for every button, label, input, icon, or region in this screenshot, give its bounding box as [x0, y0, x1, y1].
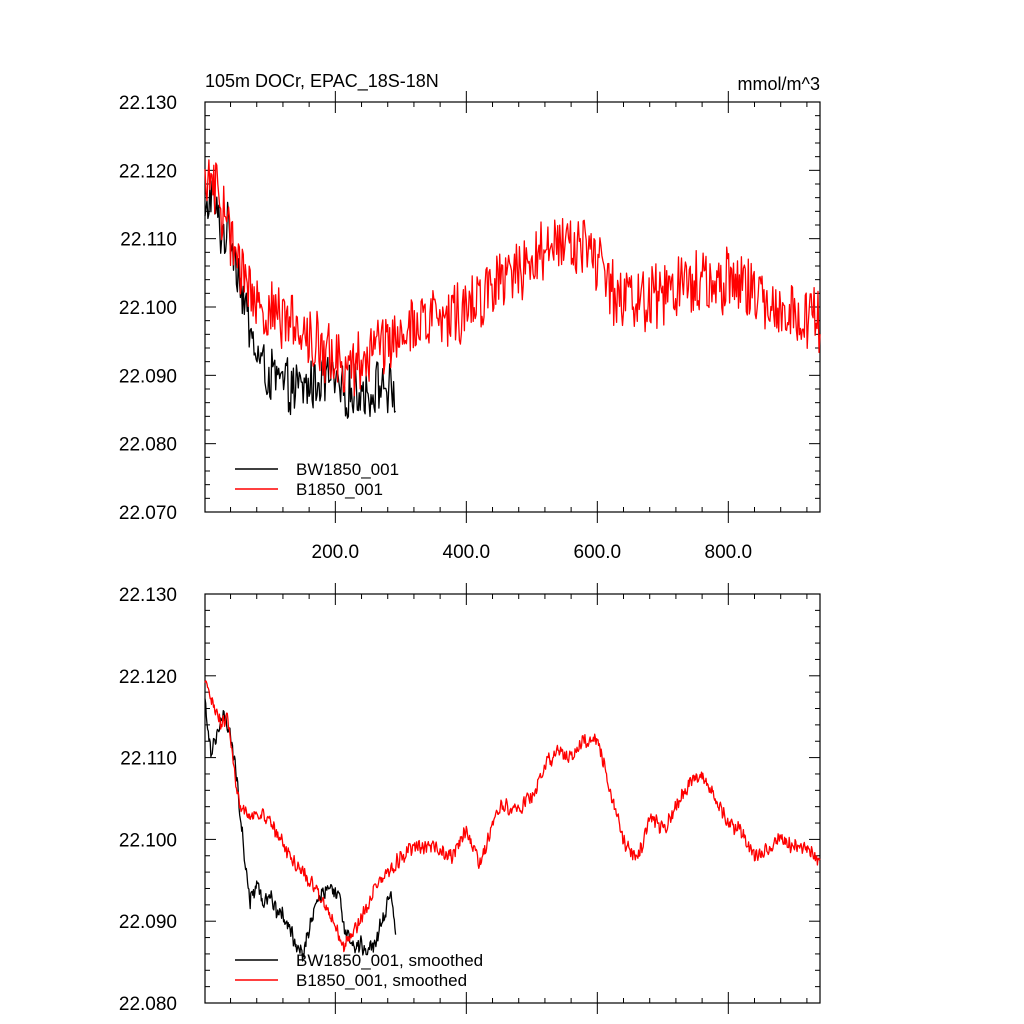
- x-tick-label: 400.0: [443, 542, 491, 563]
- legend-label: BW1850_001: [296, 460, 399, 479]
- legend-label: BW1850_001, smoothed: [296, 951, 483, 970]
- y-tick-label: 22.080: [119, 435, 177, 456]
- y-tick-label: 22.110: [120, 749, 177, 770]
- series-line: [204, 680, 821, 953]
- units-label: mmol/m^3: [738, 74, 820, 94]
- y-tick-label: 22.090: [119, 912, 177, 933]
- x-tick-label: 800.0: [705, 542, 753, 563]
- x-tick-label: 600.0: [574, 542, 622, 563]
- bottom-panel: 22.080 22.090 22.100 22.110 22.120 22.130 BW18…: [119, 583, 821, 1015]
- plot-frame: [204, 101, 821, 513]
- y-tick-label: 22.130: [119, 585, 177, 606]
- legend-label: B1850_001, smoothed: [296, 971, 467, 990]
- y-tick-label: 22.070: [119, 503, 177, 524]
- y-tick-label: 22.110: [120, 230, 177, 251]
- y-tick-label: 22.090: [119, 366, 177, 387]
- top-panel: 22.070 22.080 22.090 22.100 22.110 22.120 22.1…: [119, 71, 821, 563]
- y-tick-label: 22.120: [119, 667, 177, 688]
- y-tick-label: 22.120: [119, 161, 177, 182]
- x-tick-label: 200.0: [312, 542, 360, 563]
- series-line: [204, 698, 397, 962]
- y-tick-label: 22.100: [119, 830, 177, 851]
- y-tick-label: 22.100: [119, 298, 177, 319]
- plot-frame: [204, 593, 821, 1004]
- legend-label: B1850_001: [296, 480, 383, 499]
- y-tick-label: 22.080: [119, 994, 177, 1015]
- y-tick-label: 22.130: [119, 93, 177, 114]
- series-line: [204, 180, 397, 419]
- chart-title: 105m DOCr, EPAC_18S-18N: [205, 71, 439, 92]
- series-line: [204, 159, 821, 397]
